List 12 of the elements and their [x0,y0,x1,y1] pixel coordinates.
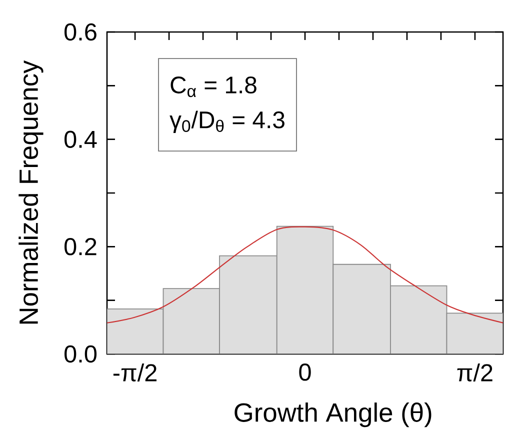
x-tick-label: π/2 [457,364,492,382]
annotation: C$_{α}$ = 1.8 [170,76,256,98]
line-series [107,226,504,324]
y-tick-label: 0.6 [64,23,96,41]
x-tick-label: 0 [299,364,311,381]
x-axis-title: Growth Angle (θ) [234,402,432,428]
annotation: γ$_{0}$/D$_{θ}$ = 4.3 [170,110,284,134]
y-tick-label: 0.4 [64,130,97,148]
y-tick-label: 0.0 [64,345,97,363]
y-axis-title: Normalized Frequency [18,60,44,324]
y-tick-label: 0.2 [64,238,96,256]
x-tick-label: -π/2 [113,364,156,382]
